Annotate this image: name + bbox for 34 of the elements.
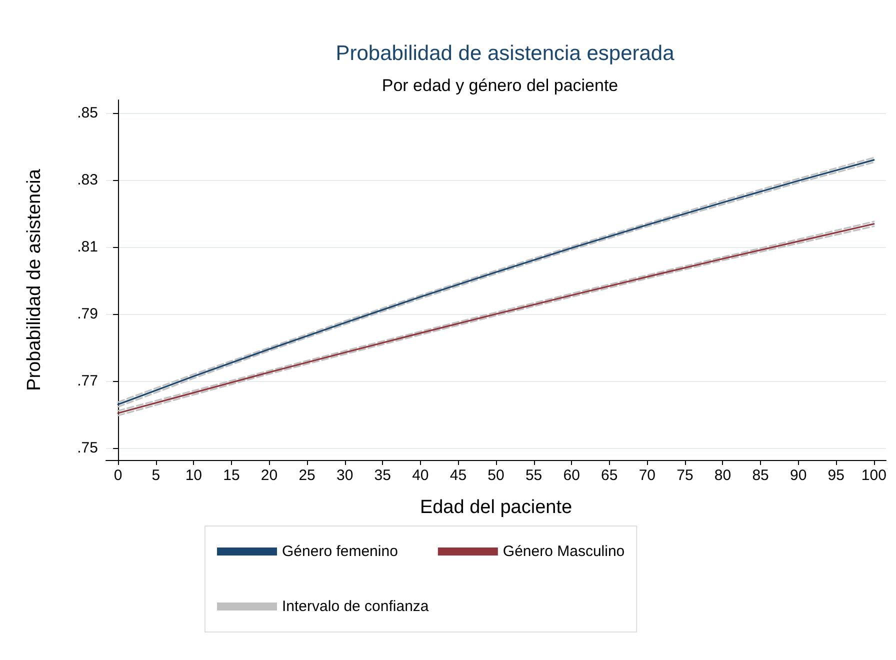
- x-tick-label: 30: [336, 467, 354, 484]
- chart-title: Probabilidad de asistencia esperada: [336, 42, 675, 65]
- y-tick-label: .81: [77, 238, 98, 256]
- x-tick-label: 90: [790, 467, 807, 484]
- x-tick-label: 40: [412, 467, 429, 484]
- y-tick-label: .83: [77, 172, 98, 189]
- legend-label: Intervalo de confianza: [282, 598, 430, 615]
- x-tick-label: 95: [828, 467, 844, 484]
- x-tick-label: 100: [861, 467, 886, 484]
- y-axis-title: Probabilidad de asistencia: [24, 168, 45, 391]
- y-tick-label: .77: [77, 372, 98, 390]
- x-tick-label: 55: [525, 467, 542, 484]
- legend-label: Género femenino: [282, 543, 398, 560]
- x-tick-label: 75: [676, 467, 694, 484]
- x-tick-label: 15: [223, 467, 240, 484]
- x-tick-label: 0: [114, 467, 122, 484]
- x-tick-label: 25: [298, 467, 316, 484]
- x-tick-label: 60: [563, 467, 580, 484]
- y-tick-label: .85: [77, 104, 98, 122]
- legend-label: Género Masculino: [502, 543, 625, 560]
- x-tick-label: 10: [185, 467, 202, 484]
- x-tick-label: 35: [374, 467, 391, 484]
- x-tick-label: 85: [752, 467, 769, 484]
- x-tick-label: 50: [488, 467, 504, 484]
- x-tick-label: 5: [152, 467, 160, 484]
- chart-subtitle: Por edad y género del paciente: [382, 76, 618, 95]
- x-tick-label: 70: [638, 467, 656, 484]
- y-tick-label: .79: [77, 305, 98, 322]
- x-tick-label: 80: [714, 467, 732, 484]
- y-tick-label: .75: [77, 439, 98, 456]
- x-tick-label: 45: [450, 467, 467, 484]
- x-axis-title: Edad del paciente: [420, 497, 572, 518]
- x-tick-label: 65: [601, 467, 618, 484]
- x-tick-label: 20: [260, 467, 278, 484]
